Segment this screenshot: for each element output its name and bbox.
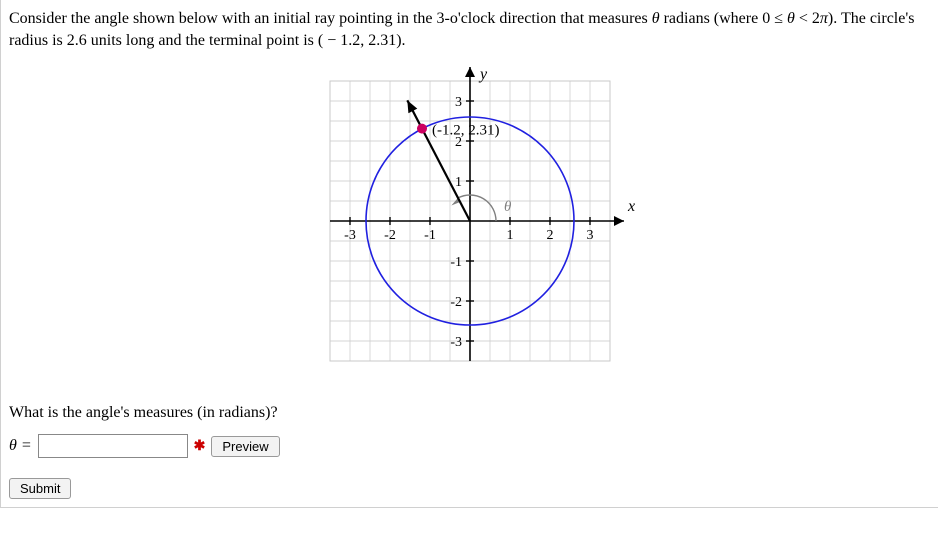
svg-text:3: 3 — [455, 95, 462, 110]
svg-text:-2: -2 — [450, 295, 462, 310]
required-icon: ✱ — [194, 438, 206, 455]
svg-text:1: 1 — [507, 228, 514, 243]
svg-text:-3: -3 — [344, 228, 356, 243]
preview-button[interactable]: Preview — [211, 436, 279, 457]
svg-text:y: y — [478, 66, 488, 83]
graph-svg: -3-2-1123-3-2-1123xyθ(-1.2, 2.31) — [277, 61, 663, 381]
problem-statement: Consider the angle shown below with an i… — [9, 8, 931, 51]
text: Consider the angle shown below with an i… — [9, 10, 652, 27]
theta-symbol: θ — [652, 10, 660, 27]
question-text: What is the angle's measures (in radians… — [9, 404, 931, 422]
text: radians (where 0 ≤ — [660, 10, 787, 27]
svg-text:-1: -1 — [424, 228, 436, 243]
svg-text:-2: -2 — [384, 228, 396, 243]
theta-input[interactable] — [38, 434, 188, 458]
svg-text:θ: θ — [504, 199, 512, 215]
answer-row: θ = ✱ Preview — [9, 434, 931, 458]
graph-figure: -3-2-1123-3-2-1123xyθ(-1.2, 2.31) — [9, 61, 931, 386]
pi-symbol: π — [820, 10, 828, 27]
svg-text:(-1.2, 2.31): (-1.2, 2.31) — [432, 123, 500, 139]
theta-symbol: θ — [787, 10, 795, 27]
submit-button[interactable]: Submit — [9, 478, 71, 499]
svg-text:2: 2 — [547, 228, 554, 243]
svg-text:1: 1 — [455, 175, 462, 190]
svg-text:-3: -3 — [450, 335, 462, 350]
svg-text:x: x — [627, 198, 635, 215]
svg-text:-1: -1 — [450, 255, 462, 270]
text: < 2 — [795, 10, 820, 27]
theta-equals-label: θ = — [9, 437, 32, 455]
svg-text:3: 3 — [587, 228, 594, 243]
